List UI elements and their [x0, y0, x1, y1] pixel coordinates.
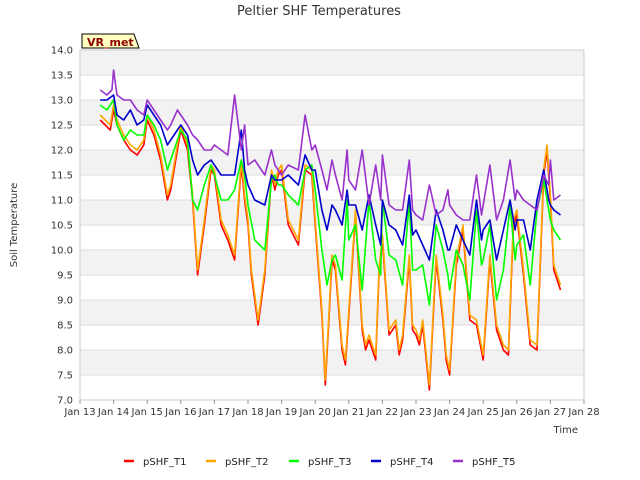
y-tick-label: 11.0 — [51, 196, 73, 207]
y-tick-label: 10.0 — [51, 246, 73, 257]
x-tick-label: Jan 25 — [467, 407, 499, 418]
y-tick-label: 13.5 — [51, 71, 73, 82]
site-badge-label: VR_met — [87, 36, 134, 49]
series-line-pshf-t1 — [99, 109, 562, 391]
x-tick-label: Jan 26 — [500, 407, 532, 418]
x-axis-ticks: Jan 13 Jan 14 Jan 15 Jan 16 Jan 17 Jan 18 Jan … — [63, 400, 600, 418]
plot-area — [99, 69, 562, 391]
x-tick-label: Jan 23 — [399, 407, 431, 418]
background-band — [80, 50, 584, 75]
legend-label: pSHF_T3 — [308, 457, 351, 468]
site-badge-background — [81, 33, 140, 49]
background-band — [80, 300, 584, 325]
x-tick-label: Jan 20 — [299, 407, 331, 418]
series-line-pshf-t3 — [99, 99, 562, 306]
plot-frame — [79, 49, 585, 401]
x-tick-label: Jan 19 — [265, 407, 297, 418]
y-tick-label: 14.0 — [51, 46, 73, 57]
x-tick-label: Jan 14 — [97, 407, 129, 418]
y-tick-label: 10.5 — [51, 221, 73, 232]
background-band — [80, 100, 584, 125]
x-axis-label: Time — [553, 425, 578, 436]
x-tick-label: Jan 13 — [63, 407, 95, 418]
x-tick-label: Jan 21 — [332, 407, 364, 418]
x-tick-label: Jan 18 — [231, 407, 263, 418]
y-tick-label: 12.0 — [51, 146, 73, 157]
x-tick-label: Jan 27 — [534, 407, 566, 418]
y-tick-label: 11.5 — [51, 171, 73, 182]
legend-label: pSHF_T1 — [143, 457, 186, 468]
x-tick-label: Jan 22 — [366, 407, 398, 418]
legend: pSHF_T1 pSHF_T2 pSHF_T3 pSHF_T4 pSHF_T5 — [124, 457, 515, 468]
y-axis-ticks: 7.0 7.5 8.0 8.5 9.0 9.5 10.0 10.5 11.0 11.5 12.0 12… — [51, 46, 73, 407]
y-tick-label: 13.0 — [51, 96, 73, 107]
legend-label: pSHF_T2 — [225, 457, 268, 468]
series-line-pshf-t4 — [100, 94, 561, 261]
y-tick-label: 7.5 — [57, 371, 73, 382]
y-axis-label: Soil Temperature — [9, 183, 20, 268]
chart-title: Peltier SHF Temperatures — [237, 4, 401, 19]
background-band — [80, 200, 584, 225]
y-tick-label: 7.0 — [57, 396, 73, 407]
y-tick-label: 9.0 — [57, 296, 73, 307]
background-band — [80, 350, 584, 375]
legend-label: pSHF_T4 — [390, 457, 433, 468]
legend-label: pSHF_T5 — [472, 457, 515, 468]
x-tick-label: Jan 24 — [433, 407, 465, 418]
site-badge: VR_met — [81, 33, 140, 49]
x-tick-label: Jan 28 — [567, 407, 599, 418]
y-tick-label: 12.5 — [51, 121, 73, 132]
x-tick-label: Jan 15 — [131, 407, 163, 418]
x-tick-label: Jan 17 — [198, 407, 230, 418]
x-tick-label: Jan 16 — [164, 407, 196, 418]
y-tick-label: 8.0 — [57, 346, 73, 357]
y-tick-label: 8.5 — [57, 321, 73, 332]
background-bands — [80, 50, 584, 375]
series-line-pshf-t5 — [99, 69, 561, 221]
y-tick-label: 9.5 — [57, 271, 73, 282]
